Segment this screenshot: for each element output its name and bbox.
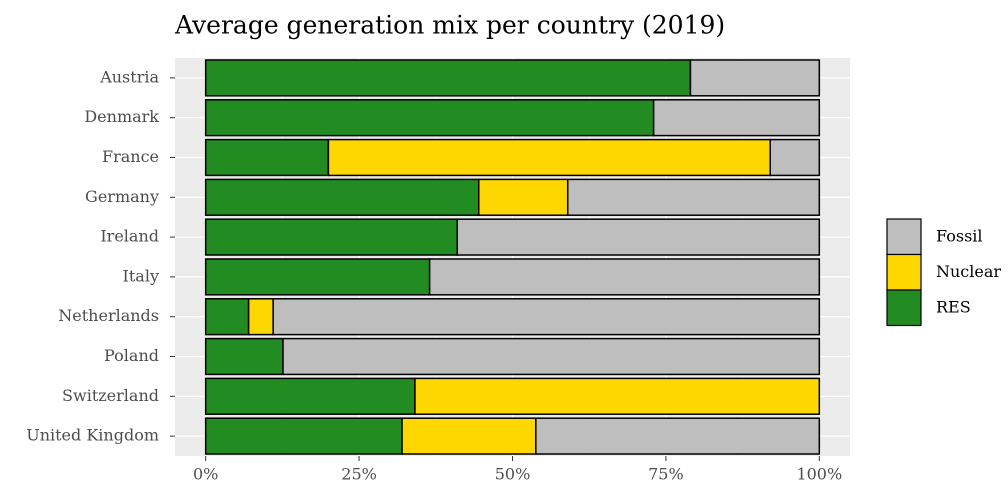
bar-segment <box>535 417 821 455</box>
legend-label: Nuclear <box>936 262 1001 281</box>
bar-segment <box>401 417 537 455</box>
x-tick-label: 0% <box>193 465 218 484</box>
y-tick-label: Poland <box>104 346 159 365</box>
bar-segment <box>272 298 821 336</box>
y-tick-label: Austria <box>99 67 159 86</box>
bar-segment <box>769 138 821 177</box>
x-tick-label: 50% <box>495 465 531 484</box>
x-tick-label: 100% <box>796 465 842 484</box>
bar-segment <box>204 417 403 455</box>
legend-label: Fossil <box>936 226 983 245</box>
y-tick-label: Denmark <box>84 107 159 126</box>
y-tick-label: France <box>102 147 159 166</box>
legend-key <box>886 253 922 291</box>
y-tick-label: Germany <box>85 187 159 206</box>
bar-segment <box>652 99 821 137</box>
bar-segment <box>204 99 655 137</box>
y-tick-label: Netherlands <box>58 306 159 325</box>
bar-segment <box>327 138 771 177</box>
bar-segment <box>478 178 569 216</box>
bar-segment <box>414 377 821 415</box>
bar-segment <box>689 59 821 97</box>
bar-segment <box>204 59 692 97</box>
bar-segment <box>204 337 284 376</box>
y-tick-label: United Kingdom <box>26 426 159 445</box>
y-tick-label: Italy <box>123 266 159 285</box>
bar-segment <box>247 298 274 336</box>
legend-label: RES <box>936 297 971 316</box>
y-tick-label: Ireland <box>100 227 159 246</box>
bar-segment <box>456 218 821 256</box>
legend-key <box>886 289 922 327</box>
bar-segment <box>204 298 250 336</box>
bar-segment <box>204 377 416 415</box>
bar-segment <box>282 337 821 376</box>
bar-segment <box>204 138 330 177</box>
legend-key <box>886 218 922 256</box>
bar-segment <box>428 258 821 296</box>
chart-title: Average generation mix per country (2019… <box>174 11 725 40</box>
bar-segment <box>204 258 431 296</box>
x-tick-label: 25% <box>341 465 377 484</box>
x-tick-label: 75% <box>648 465 684 484</box>
bar-segment <box>566 178 821 216</box>
y-tick-label: Switzerland <box>62 386 159 405</box>
bar-segment <box>204 218 459 256</box>
bar-segment <box>204 178 480 216</box>
